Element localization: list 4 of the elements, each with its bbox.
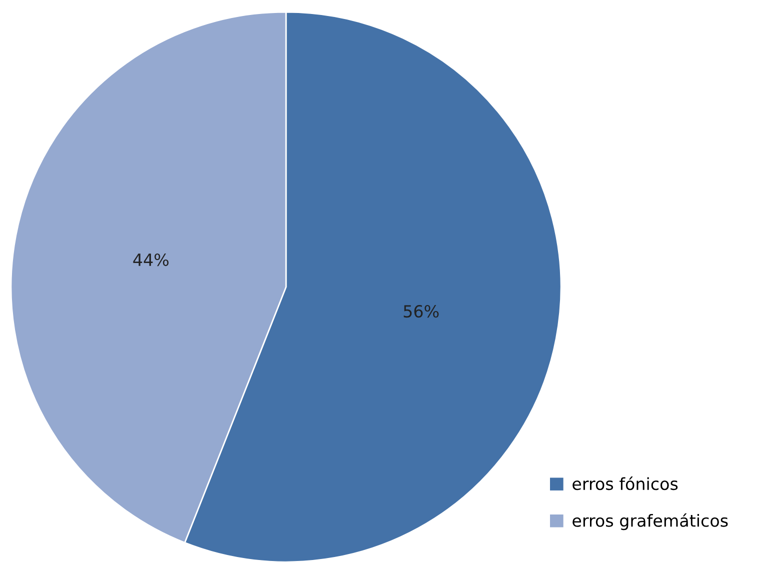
data-label: 44%: [133, 253, 169, 266]
data-label: 56%: [404, 304, 439, 318]
legend-label: erros fónicos: [572, 476, 678, 490]
legend-label: erros grafemáticos: [572, 513, 728, 530]
